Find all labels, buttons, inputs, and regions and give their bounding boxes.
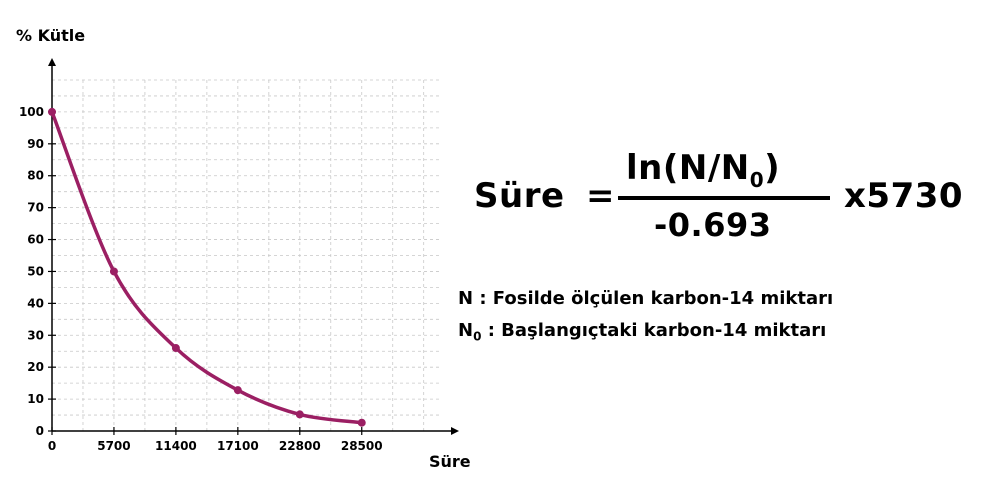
data-point xyxy=(171,344,180,353)
x-tick-label: 11400 xyxy=(155,439,197,453)
y-tick-label: 10 xyxy=(27,392,44,406)
legend-n: N : Fosilde ölçülen karbon-14 miktarı xyxy=(458,288,834,309)
chart-series xyxy=(48,107,366,427)
x-tick-label: 22800 xyxy=(279,439,321,453)
y-axis-arrow xyxy=(48,58,56,66)
fraction-bar xyxy=(618,196,830,200)
x-tick-label: 17100 xyxy=(217,439,259,453)
legend-n0-symbol: N xyxy=(458,320,474,341)
y-tick-label: 20 xyxy=(27,360,44,374)
legend-n0: N0 : Başlangıçtaki karbon-14 miktarı xyxy=(458,320,826,344)
y-tick-label: 50 xyxy=(27,264,44,278)
y-tick-label: 30 xyxy=(27,328,44,342)
x-tick-label: 28500 xyxy=(341,439,383,453)
y-tick-label: 40 xyxy=(27,296,44,310)
y-tick-label: 0 xyxy=(36,424,44,438)
y-tick-label: 70 xyxy=(27,201,44,215)
y-tick-label: 60 xyxy=(27,233,44,247)
formula-multiplier: x5730 xyxy=(844,176,964,216)
data-point xyxy=(48,107,56,116)
numerator-main: ln(N/N xyxy=(626,148,750,188)
x-tick-label: 5700 xyxy=(97,439,130,453)
y-tick-label: 80 xyxy=(27,169,44,183)
x-axis-label: Süre (Yıl) xyxy=(429,452,470,471)
x-axis-arrow xyxy=(451,427,459,435)
legend-n0-subscript: 0 xyxy=(473,329,482,344)
data-point xyxy=(357,418,366,427)
legend-n0-text: : Başlangıçtaki karbon-14 miktarı xyxy=(481,320,827,341)
formula-lhs: Süre xyxy=(474,176,565,216)
half-life-formula: Süre = ln(N/N0) -0.693 x5730 xyxy=(474,148,984,250)
formula-equals: = xyxy=(586,176,615,216)
y-tick-label: 90 xyxy=(27,137,44,151)
chart-ticks: 0 10 20 30 40 50 60 70 80 90 100 0 5700 11400 17100 228… xyxy=(19,105,383,453)
y-tick-label: 100 xyxy=(19,105,44,119)
data-point xyxy=(109,267,118,276)
formula-numerator: ln(N/N0) xyxy=(626,148,780,192)
data-point xyxy=(295,410,304,419)
x-tick-label: 0 xyxy=(48,439,56,453)
chart-axes xyxy=(48,58,459,435)
numerator-close: ) xyxy=(764,148,781,188)
formula-denominator: -0.693 xyxy=(654,206,772,244)
data-point xyxy=(233,386,242,395)
decay-chart: 0 10 20 30 40 50 60 70 80 90 100 0 5700 11400 17100 228… xyxy=(16,26,470,471)
numerator-subscript: 0 xyxy=(749,167,765,192)
chart-grid xyxy=(52,79,440,431)
y-axis-label: % Kütle xyxy=(16,26,85,45)
